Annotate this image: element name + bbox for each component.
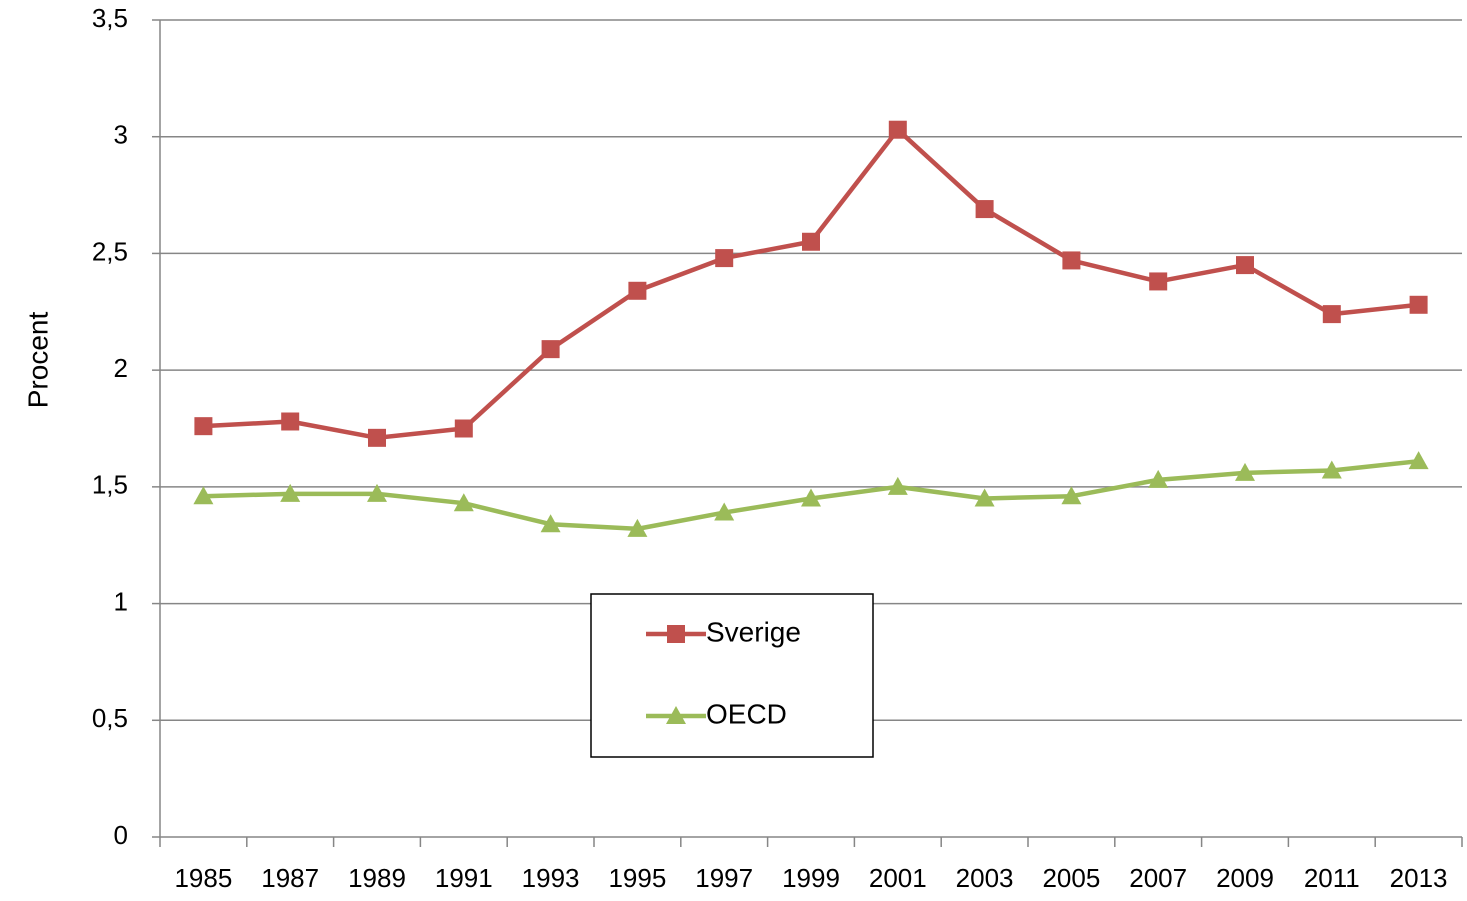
data-point-sverige xyxy=(194,417,213,436)
x-tick-label: 2003 xyxy=(956,863,1014,893)
data-point-sverige xyxy=(888,120,907,139)
data-point-oecd xyxy=(1148,469,1169,488)
y-tick-label: 1,5 xyxy=(92,470,128,500)
legend-label-oecd: OECD xyxy=(706,698,787,729)
legend-label-sverige: Sverige xyxy=(706,616,801,647)
x-tick-label: 1993 xyxy=(522,863,580,893)
data-point-sverige xyxy=(368,428,386,447)
y-tick-label: 2 xyxy=(114,353,128,383)
data-point-oecd xyxy=(540,514,561,533)
x-tick-label: 1999 xyxy=(782,863,840,893)
axes xyxy=(152,19,1463,847)
x-tick-label: 2011 xyxy=(1304,863,1360,893)
legend-marker-oecd xyxy=(666,706,686,724)
data-point-oecd xyxy=(1235,462,1255,481)
y-axis-title: Procent xyxy=(22,312,53,409)
x-tick-label: 2005 xyxy=(1042,863,1100,893)
x-tick-label: 2013 xyxy=(1390,863,1448,893)
x-tick-label: 2007 xyxy=(1129,863,1187,893)
x-tick-label: 1987 xyxy=(261,863,319,893)
data-point-sverige xyxy=(454,419,473,438)
data-point-oecd xyxy=(193,486,214,505)
data-point-oecd xyxy=(1321,460,1342,479)
y-tick-label: 3 xyxy=(114,120,128,150)
data-point-sverige xyxy=(1409,295,1428,314)
data-point-sverige xyxy=(1236,256,1254,275)
data-point-oecd xyxy=(974,488,995,507)
data-point-oecd xyxy=(801,488,821,507)
data-point-sverige xyxy=(1149,272,1168,291)
x-tick-label: 1985 xyxy=(174,863,232,893)
x-tick-label: 1995 xyxy=(608,863,666,893)
x-tick-label: 1997 xyxy=(695,863,753,893)
x-tick-label: 2001 xyxy=(869,863,927,893)
series-sverige xyxy=(194,120,1428,447)
data-point-sverige xyxy=(975,200,994,219)
data-point-oecd xyxy=(453,493,474,512)
y-tick-label: 0,5 xyxy=(92,703,128,733)
x-tick-label: 1989 xyxy=(348,863,406,893)
series-line-sverige xyxy=(203,127,1419,441)
data-point-oecd xyxy=(887,476,908,495)
data-point-oecd xyxy=(280,483,301,502)
x-tick-labels: 1985 1987 1989 1991 1993 1995 1997 1999 2001 2003… xyxy=(174,863,1447,893)
data-point-oecd xyxy=(1061,486,1082,505)
y-tick-label: 2,5 xyxy=(92,236,128,266)
y-tick-label: 0 xyxy=(114,820,128,850)
data-point-sverige xyxy=(281,412,300,431)
data-point-oecd xyxy=(627,518,648,537)
legend: Sverige OECD xyxy=(590,593,874,758)
y-tick-labels: 0 0,5 1 1,5 2 2,5 3 3,5 xyxy=(92,3,128,850)
legend-item-oecd: OECD xyxy=(646,698,787,729)
data-point-oecd xyxy=(1408,451,1429,470)
legend-marker-sverige xyxy=(667,625,685,643)
series-lines xyxy=(193,120,1429,537)
data-point-sverige xyxy=(715,249,734,268)
x-tick-label: 1991 xyxy=(435,863,493,893)
data-point-sverige xyxy=(628,281,647,300)
data-point-oecd xyxy=(714,502,735,521)
series-oecd xyxy=(193,451,1429,537)
y-tick-label: 3,5 xyxy=(92,3,128,33)
legend-item-sverige: Sverige xyxy=(646,616,801,647)
y-tick-label: 1 xyxy=(114,586,128,616)
data-point-sverige xyxy=(1322,305,1341,324)
data-point-sverige xyxy=(802,232,820,251)
legend-box xyxy=(590,593,874,758)
data-point-sverige xyxy=(541,340,560,359)
x-tick-label: 2009 xyxy=(1216,863,1274,893)
data-point-sverige xyxy=(1062,251,1081,270)
data-point-oecd xyxy=(367,483,387,502)
